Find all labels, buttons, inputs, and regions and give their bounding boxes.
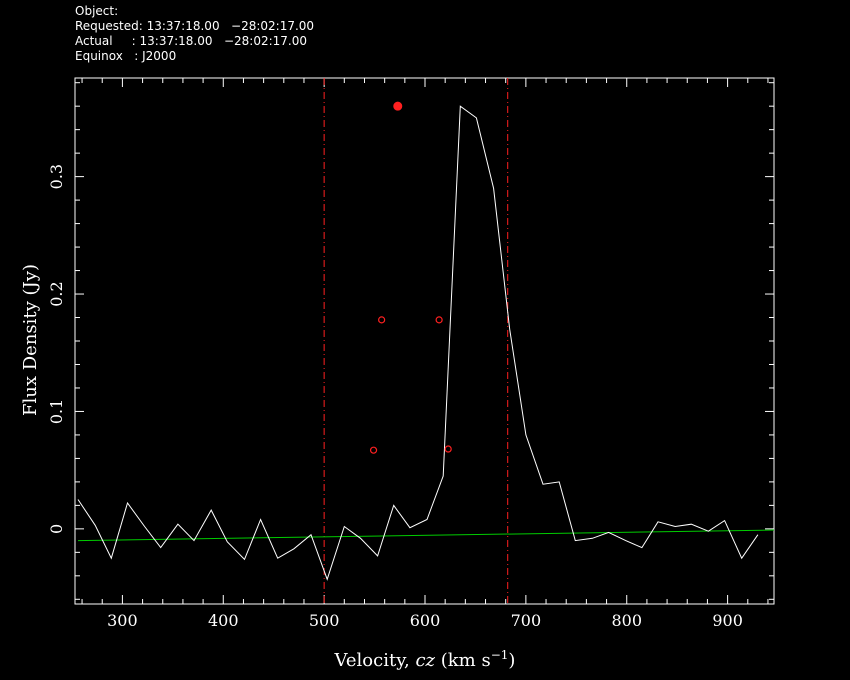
tick-labels: 300 400 500 600 700 800 900 0 0.1 0.2 0.3 (47, 164, 743, 630)
x-tick-label: 600 (410, 611, 441, 630)
peak-marker (393, 101, 403, 111)
y-tick-label: 0 (47, 524, 66, 534)
baseline-fit-line (78, 529, 775, 542)
chart-marks (77, 78, 775, 604)
axis-ticks (75, 78, 774, 604)
header-requested: Requested: 13:37:18.00 −28:02:17.00 (75, 19, 315, 33)
x-tick-label: 500 (309, 611, 340, 630)
width-marker (369, 446, 378, 454)
width-marker (378, 316, 386, 324)
width-marker (435, 316, 443, 324)
y-tick-label: 0.3 (47, 164, 66, 189)
x-tick-label: 400 (208, 611, 239, 630)
x-tick-label: 900 (712, 611, 743, 630)
x-tick-label: 800 (611, 611, 642, 630)
x-tick-label: 700 (511, 611, 542, 630)
header-equinox: Equinox : J2000 (75, 49, 177, 63)
header-object: Object: (75, 4, 119, 18)
header-info: Object: Requested: 13:37:18.00 −28:02:17.… (75, 4, 314, 64)
y-tick-label: 0.1 (47, 399, 66, 424)
spectrum-line (77, 105, 759, 581)
header-actual: Actual : 13:37:18.00 −28:02:17.00 (75, 34, 307, 48)
y-tick-label: 0.2 (47, 281, 66, 306)
width-marker (444, 445, 452, 453)
y-axis-label: Flux Density (Jy) (20, 264, 41, 416)
x-axis-label: Velocity, cz (km s−1) (334, 648, 516, 671)
x-tick-label: 300 (107, 611, 138, 630)
